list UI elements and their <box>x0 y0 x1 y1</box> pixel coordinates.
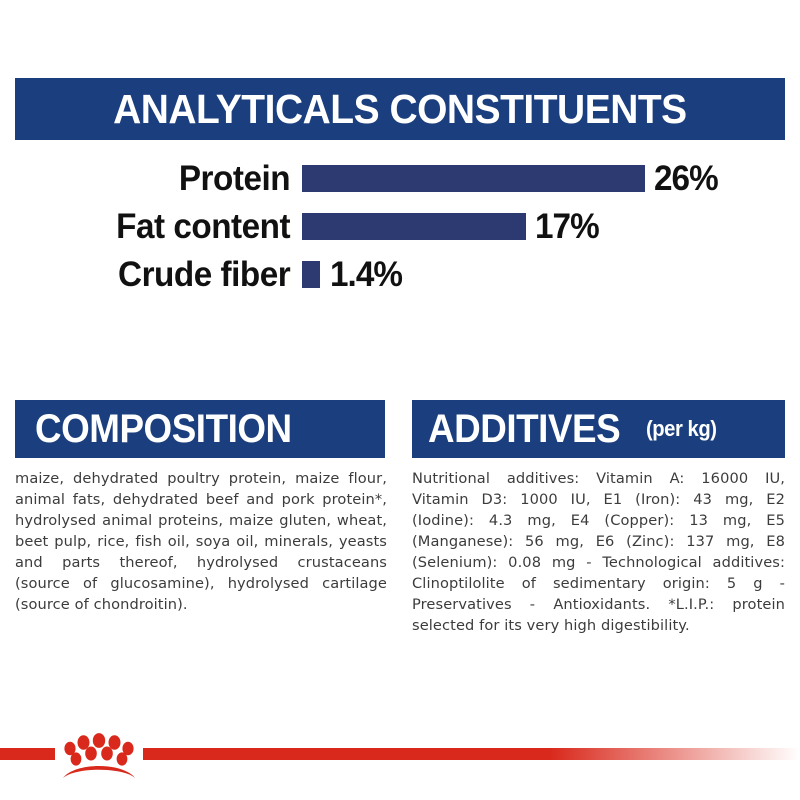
analyticals-label-fat-content: Fat content <box>116 207 290 246</box>
footer-rule-right <box>143 748 800 760</box>
composition-title: COMPOSITION <box>35 406 292 451</box>
analyticals-bar-crude-fiber <box>302 261 320 288</box>
analyticals-row-fat-content: Fat content 17% <box>0 203 800 251</box>
analyticals-row-crude-fiber: Crude fiber 1.4% <box>0 251 800 299</box>
footer-rule-left <box>0 748 55 760</box>
analyticals-bar-protein <box>302 165 645 192</box>
composition-text: maize, dehydrated poultry protein, maize… <box>15 470 387 613</box>
additives-text: Nutritional additives: Vitamin A: 16000 … <box>412 470 785 634</box>
analyticals-value-protein: 26% <box>654 159 719 198</box>
additives-header-band: ADDITIVES (per kg) <box>412 400 785 458</box>
royal-canin-crown-icon <box>63 733 135 778</box>
composition-header-band: COMPOSITION <box>15 400 385 458</box>
analyticals-bar-chart: Protein 26% Fat content 17% Crude fiber … <box>0 155 800 299</box>
analyticals-value-fat-content: 17% <box>535 207 600 246</box>
analyticals-label-protein: Protein <box>178 159 291 198</box>
analyticals-constituents-title: ANALYTICALS CONSTITUENTS <box>113 85 687 132</box>
analyticals-bar-fat-content <box>302 213 526 240</box>
additives-subtitle: (per kg) <box>645 416 717 441</box>
analyticals-row-protein: Protein 26% <box>0 155 800 203</box>
analyticals-label-crude-fiber: Crude fiber <box>117 255 291 294</box>
footer-brand-rule <box>0 733 800 800</box>
analyticals-value-crude-fiber: 1.4% <box>330 255 403 294</box>
analyticals-constituents-header-band: ANALYTICALS CONSTITUENTS <box>15 78 785 140</box>
additives-title: ADDITIVES <box>428 406 621 451</box>
